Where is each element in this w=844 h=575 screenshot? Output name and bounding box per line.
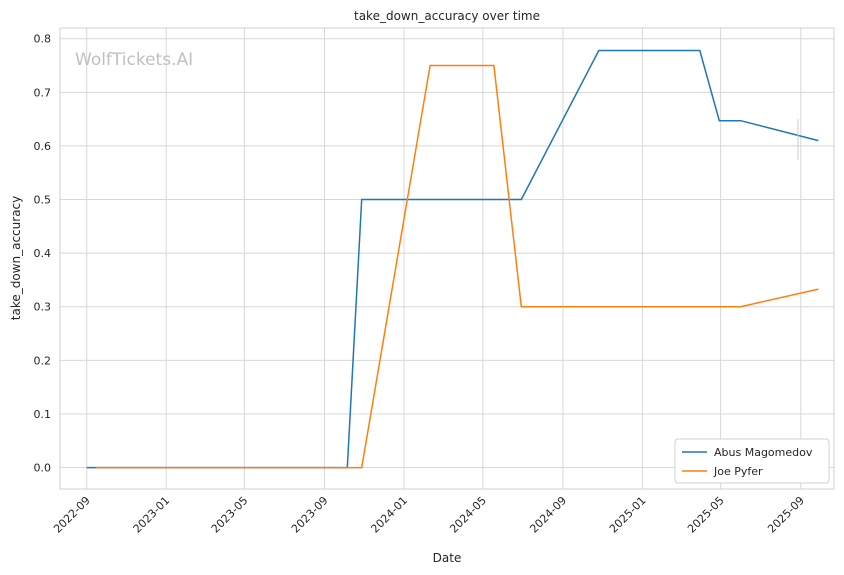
y-tick-label: 0.2: [34, 354, 52, 367]
y-tick-label: 0.0: [34, 462, 52, 475]
series-line-1: [95, 64, 819, 469]
x-axis-ticks: 2022-09 2023-01 2023-05 2023-09 2024-01 2024-…: [51, 494, 807, 536]
x-tick-label: 2024-05: [447, 494, 489, 536]
legend-label-0: Abus Magomedov: [714, 446, 813, 459]
y-tick-label: 0.1: [34, 408, 52, 421]
x-tick-label: 2025-01: [607, 494, 649, 536]
series-lines: [86, 49, 819, 469]
legend-label-1: Joe Pyfer: [713, 465, 763, 478]
x-tick-label: 2023-05: [209, 494, 251, 536]
x-tick-label: 2025-09: [765, 494, 807, 536]
y-axis-label: take_down_accuracy: [9, 196, 23, 320]
legend-box: [674, 438, 830, 484]
y-axis-ticks: 0.0 0.1 0.2 0.3 0.4 0.5 0.6 0.7 0.8: [34, 33, 52, 475]
y-tick-label: 0.8: [34, 33, 52, 46]
y-tick-label: 0.3: [34, 301, 52, 314]
y-tick-label: 0.7: [34, 86, 52, 99]
x-axis-label: Date: [433, 551, 462, 565]
plot-area: [59, 27, 835, 490]
watermark: WolfTickets.AI: [75, 50, 193, 70]
x-tick-label: 2022-09: [51, 494, 93, 536]
grid: [60, 28, 834, 489]
y-tick-label: 0.6: [34, 140, 52, 153]
y-tick-label: 0.5: [34, 194, 52, 207]
x-tick-label: 2025-05: [685, 494, 727, 536]
series-line-0: [86, 49, 819, 469]
x-tick-label: 2024-01: [368, 494, 410, 536]
x-tick-label: 2023-01: [131, 494, 173, 536]
y-tick-label: 0.4: [34, 247, 52, 260]
legend: Abus Magomedov Joe Pyfer: [674, 438, 830, 484]
x-tick-label: 2024-09: [527, 494, 569, 536]
chart-title: take_down_accuracy over time: [354, 9, 540, 23]
x-tick-label: 2023-09: [289, 494, 331, 536]
